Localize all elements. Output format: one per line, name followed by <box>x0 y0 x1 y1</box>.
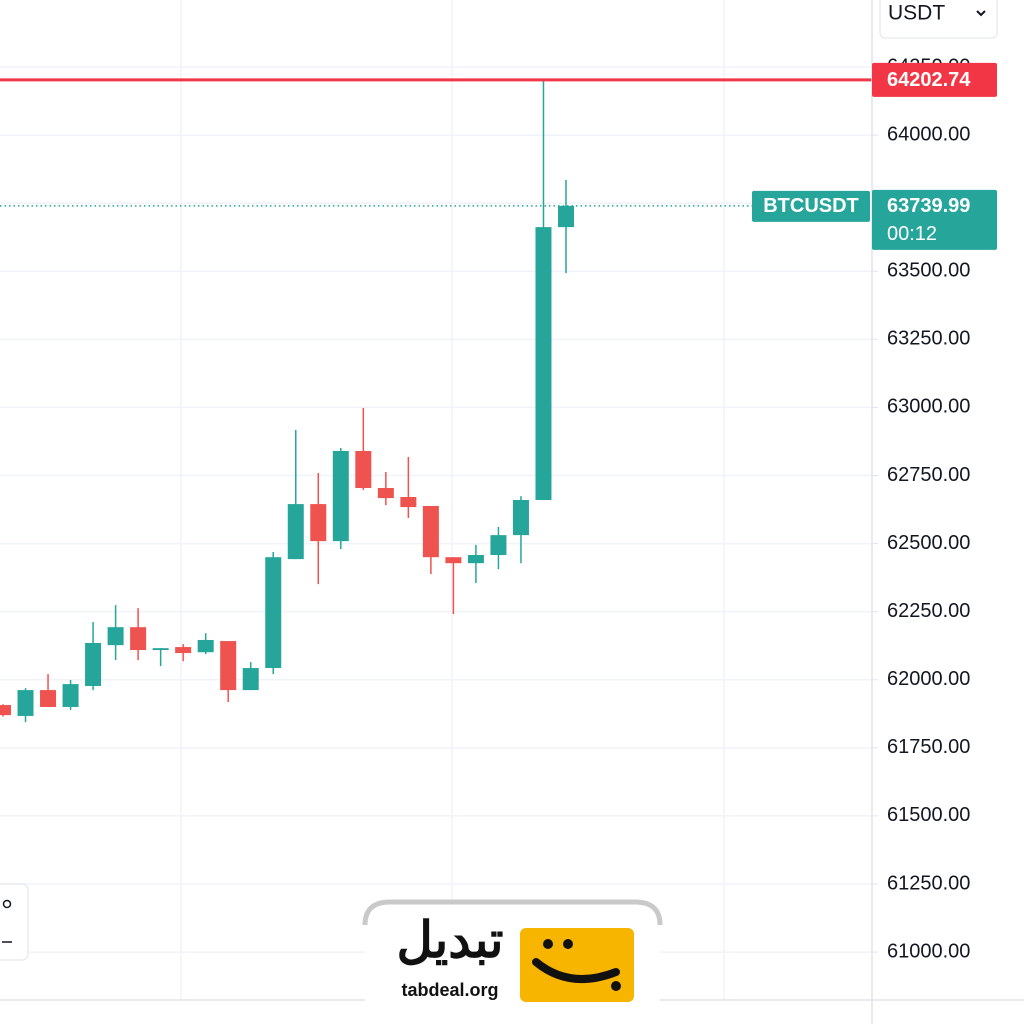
chevron <box>976 10 986 17</box>
side-widget[interactable] <box>0 883 29 961</box>
candle-body <box>310 504 327 542</box>
logo-dot <box>543 939 553 949</box>
candle-body <box>422 505 439 558</box>
price-labels: 64202.74 BTCUSDT 63739.99 00:12 <box>752 62 997 250</box>
candle-body <box>107 627 124 646</box>
plot <box>0 78 872 723</box>
countdown-label: 00:12 <box>887 223 937 245</box>
watermark-border <box>362 899 663 926</box>
high-price-badge <box>872 62 997 97</box>
candle-body <box>152 648 169 651</box>
watermark: تبدیل tabdeal.org <box>362 899 663 1010</box>
grid <box>0 0 872 1000</box>
brand-url: tabdeal.org <box>401 980 498 1000</box>
candle-body <box>445 557 462 564</box>
y-tick-label: 61750.00 <box>887 736 970 758</box>
candle-body <box>197 639 214 653</box>
y-tick-label: 62000.00 <box>887 668 970 690</box>
candle-body <box>490 535 507 556</box>
select-box[interactable] <box>879 0 998 39</box>
brand-name: تبدیل <box>396 912 503 968</box>
candle-body <box>265 557 282 669</box>
currency-text[interactable]: USDT <box>888 2 945 25</box>
candle-body <box>130 627 147 651</box>
y-tick-label: 64000.00 <box>887 123 970 145</box>
high-price-label: 64202.74 <box>887 69 971 91</box>
y-tick-label: 61250.00 <box>887 872 970 894</box>
y-tick-label: 61000.00 <box>887 940 970 962</box>
currency-select[interactable]: USDT <box>879 0 998 39</box>
candle-body <box>355 450 372 489</box>
symbol-label: BTCUSDT <box>763 195 859 217</box>
y-tick-label: 62250.00 <box>887 600 970 622</box>
candle-body <box>287 504 304 560</box>
widget-icon <box>2 899 12 909</box>
logo-dot <box>611 981 621 991</box>
logo-mark <box>532 958 620 984</box>
y-tick-label: 63250.00 <box>887 328 970 350</box>
candle-body <box>17 690 34 716</box>
candle-body <box>40 690 57 707</box>
candle-body <box>85 642 102 687</box>
logo-dot <box>563 939 573 949</box>
last-price-badge <box>872 189 997 250</box>
y-tick-label: 61500.00 <box>887 804 970 826</box>
widget-box[interactable] <box>0 883 29 961</box>
candle-body <box>535 227 552 500</box>
candle-body <box>242 668 259 691</box>
candle-body <box>0 705 11 716</box>
y-tick-label: 63000.00 <box>887 396 970 418</box>
candle-body <box>512 500 529 536</box>
symbol-badge <box>752 190 870 222</box>
candle-body <box>175 647 192 654</box>
y-tick-label: 62500.00 <box>887 532 970 554</box>
candle-body <box>220 641 237 691</box>
y-tick-label: 62750.00 <box>887 464 970 486</box>
y-tick-label: 63500.00 <box>887 260 970 282</box>
candle-body <box>400 497 417 508</box>
last-price-label: 63739.99 <box>887 195 970 217</box>
candle-body <box>558 205 574 228</box>
candle-body <box>332 450 349 542</box>
candle-body <box>377 488 394 499</box>
candle-body <box>62 684 79 707</box>
candle-body <box>467 555 484 564</box>
